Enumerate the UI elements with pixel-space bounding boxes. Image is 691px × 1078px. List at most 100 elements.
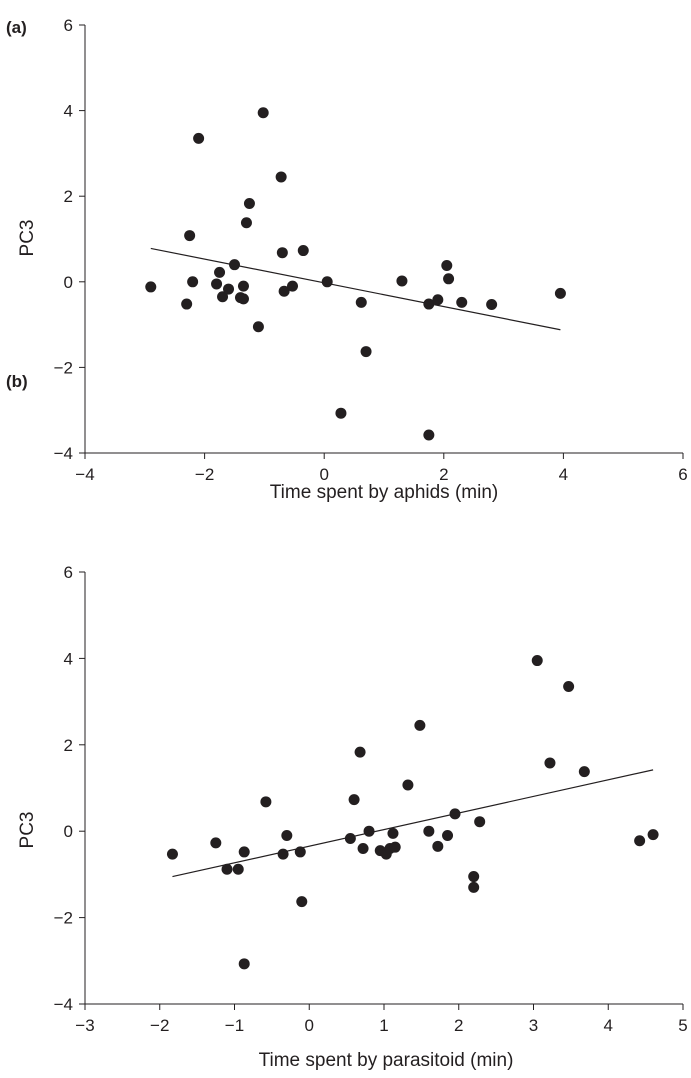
- panel-a-data-point: [276, 247, 288, 259]
- panel-a-data-point: [237, 293, 249, 305]
- panel-b-data-point: [387, 827, 399, 839]
- panel-a-data-point: [321, 276, 333, 288]
- panel-a-data-point: [211, 278, 223, 290]
- panel-a-data-point: [229, 259, 240, 271]
- panel-b-data-point: [348, 794, 360, 806]
- panel-a-data-point: [257, 107, 269, 119]
- panel-a-data-point: [443, 273, 455, 285]
- panel-a-data-point: [181, 298, 193, 310]
- panel-b-data-point: [221, 863, 233, 875]
- panel-b-data-point: [449, 808, 461, 820]
- panel-b-data-point: [468, 881, 480, 893]
- panel-b-data-point: [414, 719, 426, 731]
- panel-a-x-tick-label: 4: [559, 465, 568, 484]
- panel-a-data-point: [252, 321, 264, 333]
- panel-b-y-axis-title: PC3: [17, 812, 38, 849]
- panel-a-data-point: [240, 217, 252, 229]
- panel-b-x-tick-label: 2: [454, 1016, 463, 1035]
- panel-a-data-point: [456, 296, 468, 308]
- panel-a-y-tick-label: 6: [64, 16, 73, 35]
- panel-a-data-point: [184, 230, 196, 242]
- panel-b-data-point: [238, 958, 250, 970]
- panel-b-y-tick-label: 2: [64, 736, 73, 755]
- panel-a-scatter-plot: (a) Time spent by aphids (min) PC3 −4 −2 0…: [6, 16, 688, 503]
- panel-b-data-point: [294, 846, 306, 858]
- panel-b-data-point: [474, 816, 486, 828]
- panel-b-data-point: [260, 796, 272, 808]
- panel-a-data-point: [335, 407, 347, 419]
- panel-a-data-point: [287, 280, 299, 292]
- panel-a-x-tick-label: −2: [195, 465, 214, 484]
- panel-a-data-point: [278, 285, 290, 297]
- panel-b-data-point: [432, 840, 444, 852]
- panel-b-data-point: [423, 825, 435, 837]
- panel-b-y-tick-label: 6: [64, 563, 73, 582]
- panel-b-data-point: [634, 835, 646, 847]
- panel-a-data-point: [217, 291, 229, 303]
- panel-b-data-point: [281, 830, 293, 842]
- panel-a-data-point: [486, 298, 498, 310]
- panel-b-data-point: [647, 829, 659, 841]
- panel-a-x-axis-title: Time spent by aphids (min): [270, 482, 498, 503]
- panel-b-y-tick-label: −2: [54, 909, 73, 928]
- panel-a-data-point: [355, 296, 367, 308]
- panel-b-scatter-plot: (b) Time spent by parasitoid (min) PC3 −…: [6, 372, 688, 1071]
- panel-b-data-point: [232, 863, 244, 875]
- panel-b-x-tick-label: −3: [75, 1016, 94, 1035]
- panel-a-data-point: [193, 132, 205, 144]
- panel-a-data-point: [432, 294, 444, 306]
- panel-a-data-point: [187, 276, 199, 288]
- panel-b-data-point: [210, 837, 222, 849]
- panel-b-x-tick-label: 5: [678, 1016, 687, 1035]
- panel-a-x-tick-label: 2: [439, 465, 448, 484]
- panel-a-data-point: [423, 429, 435, 441]
- panel-b-data-point: [389, 841, 401, 853]
- panel-b-x-tick-label: −1: [225, 1016, 244, 1035]
- panel-b-trend-line: [172, 769, 654, 878]
- panel-a-data-point: [237, 280, 249, 292]
- panel-a-data-point: [223, 283, 235, 295]
- panel-b-data-point: [563, 680, 575, 692]
- panel-b-x-tick-label: 3: [529, 1016, 538, 1035]
- panel-b-data-point: [363, 825, 375, 837]
- panel-b-data-point: [354, 746, 366, 758]
- panel-b-data-point: [442, 830, 454, 842]
- panel-b-data-point: [344, 833, 356, 845]
- panel-a-x-tick-label: 0: [319, 465, 328, 484]
- panel-b-x-tick-label: 1: [379, 1016, 388, 1035]
- panel-a-data-point: [423, 298, 435, 310]
- panel-a-y-tick-label: 2: [64, 187, 73, 206]
- panel-a-data-point: [441, 260, 453, 272]
- panel-b-x-tick-label: −2: [150, 1016, 169, 1035]
- panel-a-y-tick-label: −2: [54, 358, 73, 377]
- panel-b-x-tick-label: 4: [604, 1016, 613, 1035]
- panel-b-data-point: [296, 896, 308, 908]
- panel-a-data-point: [554, 287, 566, 299]
- panel-a-data-point: [297, 245, 309, 257]
- panel-b-data-point: [544, 757, 556, 769]
- panel-b-data-point: [166, 848, 178, 860]
- panel-b-data-point: [238, 846, 250, 858]
- panel-a-y-tick-label: 4: [64, 102, 73, 121]
- panel-a-x-tick-label: 6: [678, 465, 687, 484]
- panel-a-x-tick-label: −4: [75, 465, 94, 484]
- panel-b-y-tick-label: 4: [64, 649, 73, 668]
- panel-b-x-axis-title: Time spent by parasitoid (min): [259, 1050, 514, 1071]
- panel-b-data-point: [277, 848, 289, 860]
- panel-a-y-tick-label: 0: [64, 273, 73, 292]
- panel-b-data-point: [468, 871, 480, 883]
- panel-a-y-axis-title: PC3: [17, 220, 38, 257]
- panel-a-data-point: [214, 266, 226, 278]
- panel-a-data-point: [275, 171, 287, 183]
- panel-a-label: (a): [6, 18, 27, 37]
- panel-b-data-point: [531, 655, 543, 667]
- panel-a-data-point: [243, 197, 255, 209]
- panel-a-trend-line: [150, 247, 561, 331]
- panel-b-x-tick-label: 0: [305, 1016, 314, 1035]
- panel-a-data-point: [396, 275, 408, 287]
- panel-a-y-tick-label: −4: [54, 444, 73, 463]
- panel-b-y-tick-label: 0: [64, 822, 73, 841]
- panel-b-data-point: [357, 842, 369, 854]
- panel-b-data-point: [578, 766, 590, 778]
